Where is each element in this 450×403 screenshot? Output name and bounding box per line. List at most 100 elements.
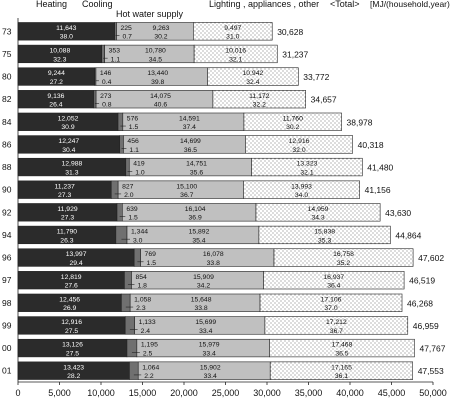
bar-segment-lighting (258, 225, 391, 245)
category-label: 73 (2, 26, 12, 36)
data-label-cooling-value: 576 (127, 115, 139, 122)
data-label-heating-share: 26.4 (49, 102, 62, 109)
data-label-total: 34,657 (311, 95, 337, 105)
category-label: 96 (2, 253, 12, 263)
bar-segment-cooling (116, 203, 123, 222)
data-label-lighting-value: 17,165 (331, 364, 352, 371)
data-label-lighting-share: 37.0 (324, 305, 337, 312)
x-tick-label: 35,000 (295, 388, 323, 398)
x-tick-label: 20,000 (170, 388, 198, 398)
data-label-heating-share: 30.4 (62, 147, 75, 154)
data-label-total: 33,772 (303, 72, 329, 82)
data-label-cooling-share: 2.5 (143, 350, 153, 357)
data-label-lighting-share: 36.5 (335, 350, 348, 357)
data-label-hot-water-value: 14,699 (180, 138, 201, 145)
x-tick-label: 15,000 (129, 388, 157, 398)
x-tick-label: 30,000 (253, 388, 281, 398)
data-label-heating-value: 13,423 (63, 364, 84, 371)
unit-label: [MJ/(household,year)] (370, 0, 450, 9)
data-label-heating-share: 26.9 (63, 305, 76, 312)
data-label-heating-value: 13,997 (66, 251, 87, 258)
data-label-hot-water-value: 15,902 (200, 364, 221, 371)
bar-segment-lighting (269, 361, 413, 380)
category-label: 90 (2, 185, 12, 195)
category-label: 84 (2, 117, 12, 127)
bar-segment-cooling (110, 180, 119, 199)
data-label-hot-water-value: 15,648 (191, 296, 212, 303)
data-label-total: 30,628 (277, 27, 303, 37)
category-label: 86 (2, 139, 12, 149)
data-label-cooling-share: 3.0 (133, 237, 143, 244)
bar-segment-lighting (255, 203, 381, 222)
bar-segment-cooling (101, 44, 105, 64)
bar-segment-lighting (269, 338, 415, 358)
data-label-lighting-share: 35.3 (318, 237, 331, 244)
data-label-heating-value: 12,916 (61, 319, 82, 326)
data-label-hot-water-share: 36.9 (189, 215, 202, 222)
data-label-cooling-value: 1,344 (131, 229, 148, 236)
x-tick-label: 0 (15, 388, 20, 398)
data-label-cooling-share: 0.4 (102, 79, 112, 86)
data-label-heating-value: 11,237 (54, 183, 75, 190)
data-label-cooling-share: 1.5 (128, 215, 138, 222)
data-label-cooling-value: 146 (100, 70, 112, 77)
data-label-total: 31,237 (282, 49, 308, 59)
data-label-total: 41,156 (365, 185, 391, 195)
data-label-total: 46,959 (413, 321, 439, 331)
data-label-total: 38,978 (347, 117, 373, 127)
data-label-lighting-share: 36.7 (330, 328, 343, 335)
data-label-lighting-share: 34.3 (311, 215, 324, 222)
legend-hot-water: Hot water supply (116, 9, 184, 19)
category-label: 94 (2, 230, 12, 240)
data-label-heating-value: 13,126 (62, 342, 83, 349)
data-label-hot-water-share: 35.6 (190, 169, 203, 176)
data-label-hot-water-share: 33.8 (194, 305, 207, 312)
data-label-heating-share: 27.2 (50, 79, 63, 86)
data-label-lighting-share: 36.4 (327, 283, 340, 290)
bar-segment-cooling (124, 316, 135, 335)
bar-segment-cooling (125, 157, 130, 177)
bar-segment-cooling (133, 248, 141, 267)
data-label-hot-water-share: 37.4 (183, 124, 196, 131)
bar-segment-lighting (243, 180, 360, 199)
data-label-cooling-share: 1.5 (147, 260, 157, 267)
data-label-hot-water-value: 15,909 (193, 274, 214, 281)
data-label-lighting-value: 13,993 (291, 183, 312, 190)
data-label-cooling-share: 0.7 (123, 34, 133, 41)
category-label: 97 (2, 275, 12, 285)
data-label-heating-share: 29.4 (69, 260, 82, 267)
data-label-heating-share: 27.5 (65, 328, 78, 335)
data-label-lighting-value: 10,016 (225, 48, 246, 55)
data-label-heating-value: 9,136 (47, 93, 64, 100)
data-label-heating-value: 12,052 (58, 115, 79, 122)
bar-segment-lighting (273, 248, 414, 267)
data-label-cooling-value: 225 (121, 25, 133, 32)
data-label-cooling-value: 353 (109, 48, 121, 55)
legend-total: <Total> (330, 0, 360, 9)
data-label-lighting-value: 16,758 (333, 251, 354, 258)
data-label-cooling-value: 1,058 (134, 296, 151, 303)
bar-segment-cooling (126, 338, 138, 358)
data-label-lighting-share: 31.0 (226, 34, 239, 41)
data-label-hot-water-share: 34.2 (197, 283, 210, 290)
data-label-total: 47,553 (418, 366, 444, 376)
data-label-heating-share: 26.3 (60, 237, 73, 244)
data-label-cooling-value: 456 (127, 138, 139, 145)
bar-segment-lighting (251, 157, 363, 177)
data-label-total: 44,864 (395, 230, 421, 240)
legend-heating: Heating (36, 0, 67, 9)
data-label-hot-water-share: 36.5 (184, 147, 197, 154)
data-label-heating-share: 27.5 (66, 350, 79, 357)
data-label-lighting-value: 15,838 (314, 229, 335, 236)
data-label-lighting-value: 16,937 (323, 274, 344, 281)
data-label-hot-water-share: 33.4 (199, 328, 212, 335)
data-label-cooling-value: 273 (100, 93, 112, 100)
data-label-lighting-share: 32.1 (229, 56, 242, 63)
category-label: 00 (2, 343, 12, 353)
data-label-lighting-value: 10,942 (242, 70, 263, 77)
data-label-heating-value: 10,088 (49, 48, 70, 55)
bar-segment-lighting (193, 22, 273, 41)
data-label-heating-share: 30.9 (61, 124, 74, 131)
data-label-hot-water-value: 15,100 (176, 183, 197, 190)
